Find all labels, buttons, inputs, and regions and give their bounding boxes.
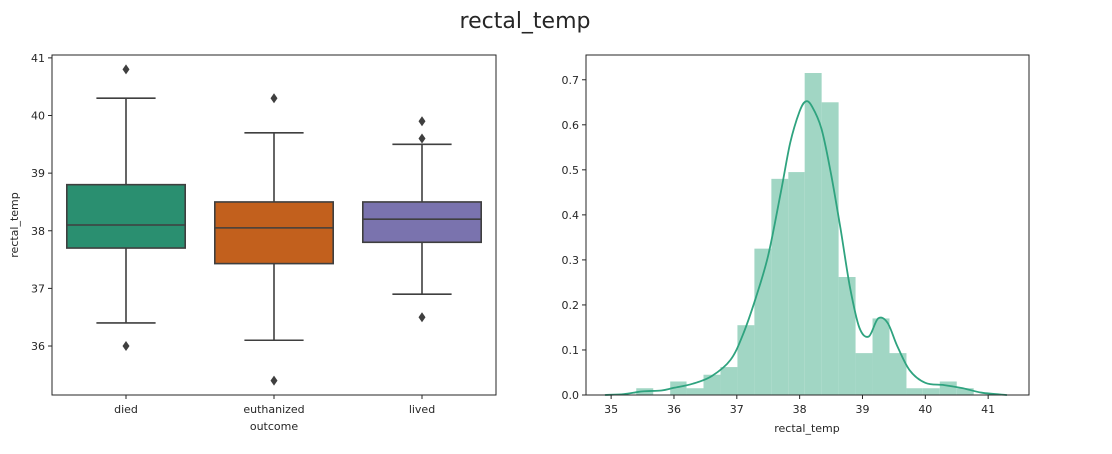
histogram-x-tick-label: 36 — [667, 403, 681, 416]
box-outlier — [270, 93, 278, 104]
histogram-y-tick-label: 0.7 — [562, 74, 580, 87]
figure-title: rectal_temp — [460, 9, 591, 34]
box-y-tick-label: 40 — [31, 110, 45, 123]
histogram-bar — [804, 73, 822, 395]
histogram-y-tick-label: 0.0 — [562, 389, 580, 402]
histogram-x-tick-label: 38 — [793, 403, 807, 416]
box-outlier — [122, 341, 130, 352]
histogram-bar — [922, 388, 940, 395]
histogram-bar — [956, 388, 974, 395]
box-marks — [66, 64, 482, 386]
histogram-bar — [670, 381, 687, 395]
histogram-bar — [889, 353, 907, 395]
histogram-bar — [855, 353, 873, 395]
box-lived — [361, 116, 482, 323]
box-y-tick-label: 38 — [31, 225, 45, 238]
histogram-y-tick-label: 0.2 — [562, 299, 580, 312]
histogram-chart: 0.00.10.20.30.40.50.60.7 35 36 37 38 39 40 41 … — [562, 54, 1030, 435]
box-x-tick-label: euthanized — [243, 403, 304, 416]
box-y-ticks: 36 37 38 39 40 41 — [31, 52, 52, 353]
histogram-frame — [585, 54, 1030, 396]
box-y-tick-label: 36 — [31, 340, 45, 353]
kde-line — [604, 100, 1008, 396]
histogram-bar — [788, 172, 805, 395]
histogram-bar — [838, 277, 856, 395]
box-outlier — [418, 312, 426, 323]
box-outlier — [418, 133, 426, 144]
box-x-tick-label: lived — [409, 403, 435, 416]
histogram-bar — [686, 388, 704, 395]
histogram-x-tick-label: 37 — [730, 403, 744, 416]
box-x-tick-label: died — [114, 403, 138, 416]
histogram-x-axis-label: rectal_temp — [774, 422, 840, 435]
box-outlier — [418, 116, 426, 127]
box-outlier — [270, 375, 278, 386]
box-y-tick-label: 41 — [31, 52, 45, 65]
histogram-x-ticks: 35 36 37 38 39 40 41 — [604, 395, 995, 416]
histogram-x-tick-label: 41 — [981, 403, 995, 416]
histogram-bar — [703, 374, 721, 395]
box-iqr — [66, 183, 187, 249]
histogram-x-tick-label: 40 — [918, 403, 932, 416]
box-iqr — [214, 201, 335, 265]
histogram-y-tick-label: 0.6 — [562, 119, 580, 132]
box-x-axis-label: outcome — [250, 420, 299, 433]
histogram-y-ticks: 0.0 0.1 0.2 0.3 0.4 0.5 0.6 0.7 — [562, 74, 586, 402]
box-died — [66, 64, 187, 352]
histogram-bar — [872, 318, 890, 395]
box-x-ticks: died euthanized lived — [114, 395, 435, 416]
box-y-tick-label: 37 — [31, 282, 45, 295]
histogram-bar — [939, 381, 957, 395]
histogram-y-tick-label: 0.3 — [562, 254, 580, 267]
histogram-y-tick-label: 0.4 — [562, 209, 580, 222]
histogram-bar — [720, 367, 738, 395]
histogram-y-tick-label: 0.5 — [562, 164, 580, 177]
histogram-bars — [636, 73, 974, 396]
box-y-axis-label: rectal_temp — [8, 192, 21, 258]
box-euthanized — [214, 93, 335, 386]
histogram-x-tick-label: 35 — [604, 403, 618, 416]
histogram-bar — [771, 178, 789, 395]
box-iqr — [361, 201, 482, 244]
histogram-bar — [821, 102, 839, 396]
histogram-x-tick-label: 39 — [855, 403, 869, 416]
box-y-tick-label: 39 — [31, 167, 45, 180]
histogram-y-tick-label: 0.1 — [562, 344, 580, 357]
histogram-bar — [906, 388, 923, 395]
histogram-bar — [754, 248, 772, 395]
box-outlier — [122, 64, 130, 75]
histogram-bar — [737, 325, 755, 395]
box-chart: 36 37 38 39 40 41 died euthanized lived outcome… — [8, 52, 497, 433]
